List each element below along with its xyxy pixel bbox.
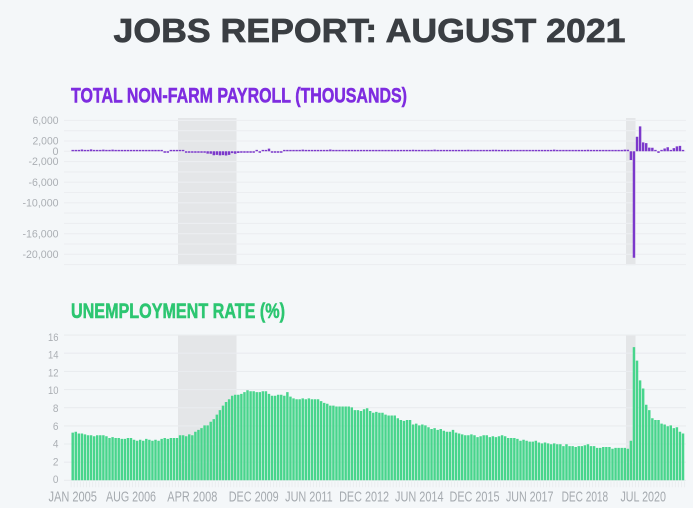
svg-text:-6,000: -6,000 (29, 177, 59, 189)
svg-text:8: 8 (53, 403, 59, 415)
svg-text:JOBS REPORT: AUGUST 2021: JOBS REPORT: AUGUST 2021 (114, 12, 626, 49)
svg-text:APR 2008: APR 2008 (167, 489, 217, 506)
svg-text:-10,000: -10,000 (23, 197, 59, 209)
svg-text:JUL 2020: JUL 2020 (620, 489, 666, 506)
svg-text:-20,000: -20,000 (23, 249, 59, 261)
svg-text:6: 6 (53, 421, 59, 433)
svg-text:JUN 2011: JUN 2011 (285, 489, 333, 506)
svg-text:DEC 2012: DEC 2012 (339, 489, 389, 506)
svg-text:4: 4 (53, 439, 59, 451)
svg-text:2: 2 (53, 456, 59, 468)
svg-text:6,000: 6,000 (33, 115, 59, 127)
svg-text:DEC 2018: DEC 2018 (562, 489, 609, 506)
svg-text:AUG 2006: AUG 2006 (106, 489, 156, 506)
svg-text:DEC 2009: DEC 2009 (229, 489, 279, 506)
svg-text:TOTAL NON-FARM PAYROLL (THOUSA: TOTAL NON-FARM PAYROLL (THOUSANDS) (71, 85, 407, 108)
svg-text:-2,000: -2,000 (29, 156, 59, 168)
svg-text:-16,000: -16,000 (23, 228, 59, 240)
svg-text:0: 0 (53, 474, 59, 486)
svg-text:0: 0 (53, 146, 59, 158)
svg-text:JAN 2005: JAN 2005 (48, 489, 97, 506)
svg-text:DEC 2015: DEC 2015 (450, 489, 500, 506)
svg-text:JUN 2014: JUN 2014 (395, 489, 444, 506)
svg-text:12: 12 (48, 367, 59, 379)
svg-text:16: 16 (48, 332, 59, 344)
svg-text:2,000: 2,000 (33, 136, 59, 148)
svg-text:UNEMPLOYMENT RATE (%): UNEMPLOYMENT RATE (%) (71, 300, 285, 323)
svg-text:10: 10 (48, 385, 59, 397)
svg-text:JUN 2017: JUN 2017 (506, 489, 554, 506)
svg-text:14: 14 (48, 350, 59, 362)
